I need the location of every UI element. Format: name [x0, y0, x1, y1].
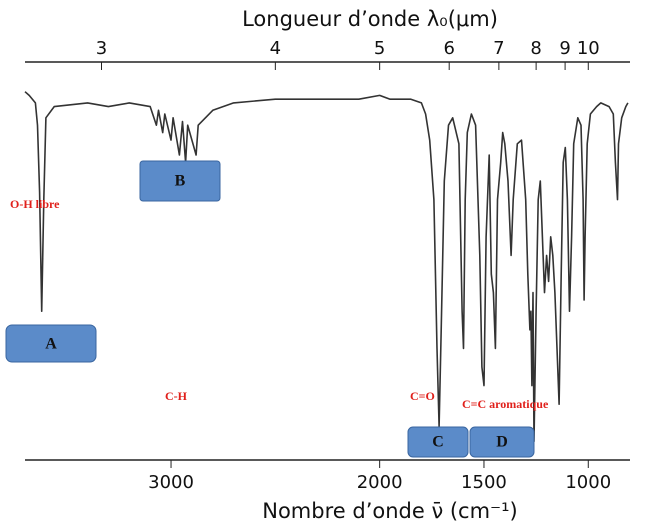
- x2-tick-label: 5: [374, 38, 385, 59]
- annotation: C-H: [165, 389, 188, 403]
- box-label: A: [45, 336, 57, 353]
- x2-tick-label: 10: [577, 38, 600, 59]
- box-label: B: [175, 173, 186, 190]
- bottom-axis-title: Nombre d’onde ν̄ (cm⁻¹): [262, 499, 518, 523]
- x2-tick-label: 6: [443, 38, 454, 59]
- x2-tick-label: 4: [270, 38, 281, 59]
- x2-tick-label: 8: [530, 38, 541, 59]
- x2-tick-label: 7: [493, 38, 504, 59]
- x-tick-label: 2000: [357, 472, 403, 493]
- annotation: C=O: [410, 389, 435, 403]
- box-label: C: [432, 434, 444, 451]
- x-tick-label: 1000: [565, 472, 611, 493]
- annotation: C=C aromatique: [462, 397, 549, 411]
- spectrum-line: [24, 91, 629, 443]
- x-tick-label: 1500: [461, 472, 507, 493]
- box: [469, 426, 535, 458]
- box-label: D: [496, 434, 508, 451]
- box: [139, 160, 221, 202]
- box: [407, 426, 469, 458]
- box: [5, 324, 97, 363]
- x2-tick-label: 3: [96, 38, 107, 59]
- top-axis-title: Longueur d’onde λ₀(μm): [242, 7, 498, 31]
- x2-tick-label: 9: [559, 38, 570, 59]
- x-tick-label: 3000: [148, 472, 194, 493]
- annotation: O-H libre: [10, 197, 60, 211]
